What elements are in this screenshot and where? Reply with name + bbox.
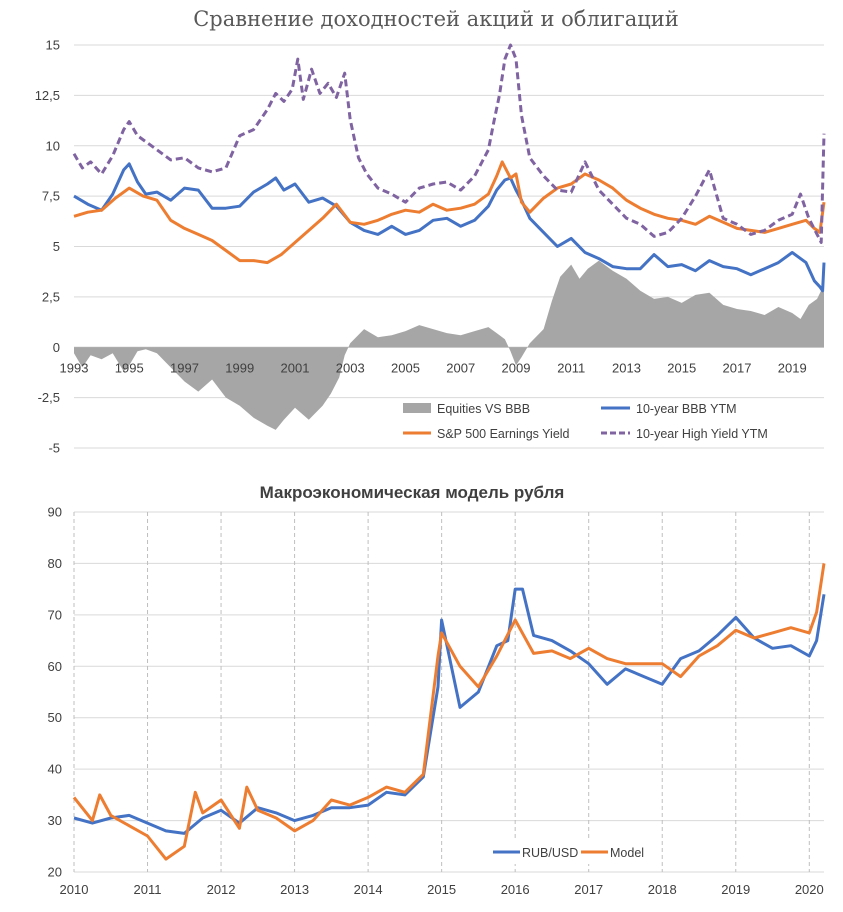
chart1-y-tick-label: 5 — [53, 239, 60, 254]
chart1-y-tick-label: 2,5 — [42, 289, 60, 304]
series-line-rub-usd — [73, 587, 826, 835]
chart2-x-tick-labels: 2010 2011 2012 2013 2014 2015 2016 2017 2018 2019… — [60, 882, 824, 897]
ruble-model-chart: Макроэкономическая модель рубля 20 30 40 50… — [48, 483, 826, 897]
chart1-x-tick-label: 2005 — [391, 360, 420, 375]
equities-vs-bbb-area — [74, 260, 824, 430]
chart1-x-tick-label: 2017 — [723, 360, 752, 375]
chart2-x-tick-label: 2019 — [721, 882, 750, 897]
chart2-x-tick-label: 2018 — [648, 882, 677, 897]
legend-label-rub-usd: RUB/USD — [522, 846, 578, 860]
chart1-y-tick-label: 10 — [46, 138, 60, 153]
chart2-y-tick-label: 90 — [48, 505, 62, 520]
chart1-x-tick-label: 2015 — [667, 360, 696, 375]
chart2-y-tick-label: 80 — [48, 556, 62, 571]
chart2-y-tick-label: 20 — [48, 865, 62, 880]
chart2-y-tick-label: 40 — [48, 762, 62, 777]
chart1-x-tick-label: 1995 — [115, 360, 144, 375]
chart1-x-tick-label: 2009 — [502, 360, 531, 375]
chart1-x-tick-label: 1999 — [225, 360, 254, 375]
chart1-y-tick-label: -2,5 — [38, 390, 60, 405]
chart1-x-tick-label: 2013 — [612, 360, 641, 375]
chart1-x-tick-label: 2019 — [778, 360, 807, 375]
chart2-series-lines — [72, 563, 826, 861]
chart1-y-tick-label: 12,5 — [35, 88, 60, 103]
chart1-x-tick-labels: 1993 1995 1997 1999 2001 2003 2005 2007 2009 2011… — [60, 360, 807, 375]
chart2-legend: RUB/USD Model — [486, 840, 644, 864]
chart1-legend: Equities VS BBB 10-year BBB YTM S&P 500 … — [403, 402, 768, 441]
chart1-gridlines — [74, 44, 824, 449]
legend-label-model: Model — [610, 846, 644, 860]
chart2-x-tick-label: 2011 — [134, 882, 162, 897]
chart2-x-tick-label: 2014 — [354, 882, 383, 897]
yields-comparison-chart: Сравнение доходностей акций и облигаций … — [35, 7, 826, 456]
series-line-10-year-bbb-ytm — [73, 162, 826, 293]
chart1-x-tick-label: 1993 — [60, 360, 89, 375]
chart1-y-tick-label: -5 — [48, 441, 60, 456]
chart2-y-tick-labels: 20 30 40 50 60 70 80 90 — [48, 505, 62, 880]
legend-label-sp500-ey: S&P 500 Earnings Yield — [437, 427, 570, 441]
chart2-x-tick-label: 2010 — [60, 882, 89, 897]
series-line-model — [72, 563, 826, 861]
chart1-x-tick-label: 2001 — [281, 360, 310, 375]
chart2-gridlines — [73, 511, 824, 873]
chart1-x-tick-label: 2003 — [336, 360, 365, 375]
chart1-x-tick-label: 1997 — [170, 360, 199, 375]
chart2-title: Макроэкономическая модель рубля — [260, 483, 565, 502]
chart1-y-tick-label: 15 — [46, 38, 60, 53]
legend-swatch-equities-vs-bbb — [403, 403, 431, 413]
chart2-y-tick-label: 30 — [48, 813, 62, 828]
chart2-x-tick-label: 2012 — [207, 882, 236, 897]
chart2-x-tick-label: 2015 — [427, 882, 456, 897]
chart2-y-tick-label: 50 — [48, 710, 62, 725]
series-line-10-year-high-yield-ytm — [72, 43, 826, 244]
legend-label-bbb-ytm: 10-year BBB YTM — [636, 402, 737, 416]
chart2-x-tick-label: 2017 — [574, 882, 603, 897]
chart2-y-tick-label: 70 — [48, 607, 62, 622]
chart1-x-tick-label: 2011 — [557, 360, 585, 375]
series-line-s-p-500-earnings-yield — [73, 160, 826, 265]
chart2-x-tick-label: 2020 — [795, 882, 824, 897]
series-area-equities-vs-bbb — [74, 260, 824, 430]
chart2-y-tick-label: 60 — [48, 659, 62, 674]
chart1-series-lines — [72, 43, 826, 293]
chart1-y-tick-label: 7,5 — [42, 189, 60, 204]
chart1-y-tick-labels: -5 -2,5 0 2,5 5 7,5 10 12,5 15 — [35, 38, 60, 456]
chart2-x-tick-label: 2016 — [501, 882, 530, 897]
chart1-title: Сравнение доходностей акций и облигаций — [193, 7, 679, 31]
chart2-x-tick-label: 2013 — [280, 882, 309, 897]
chart1-x-tick-label: 2007 — [446, 360, 475, 375]
chart1-y-tick-label: 0 — [53, 340, 60, 355]
legend-label-equities-vs-bbb: Equities VS BBB — [437, 402, 530, 416]
legend-label-high-yield: 10-year High Yield YTM — [636, 427, 768, 441]
